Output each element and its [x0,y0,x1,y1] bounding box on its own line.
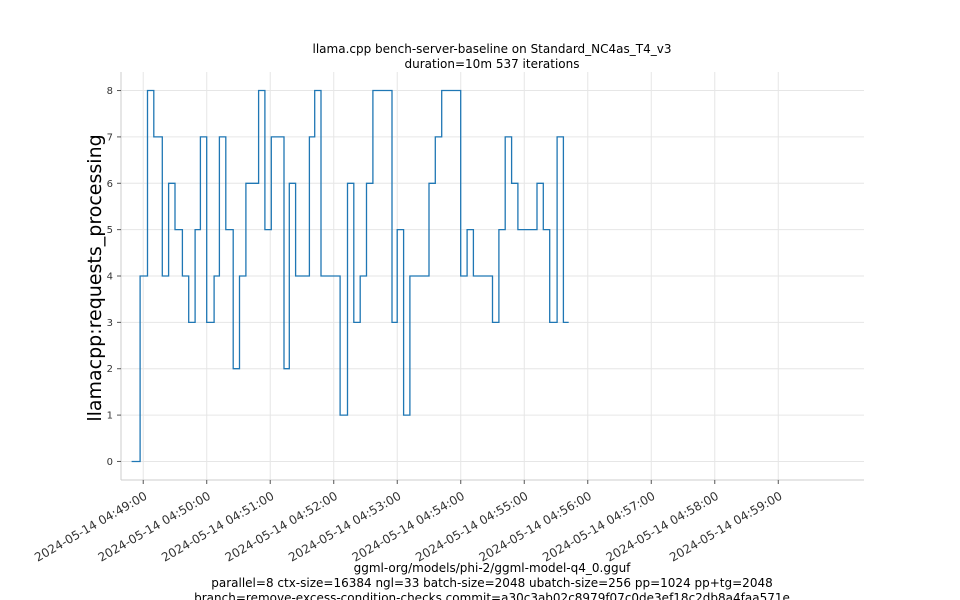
y-tick-label: 7 [107,132,113,143]
y-tick-label: 8 [107,86,113,97]
y-tick-label: 6 [107,179,113,190]
x-tick-label: 2024-05-14 04:52:00 [223,489,340,565]
y-tick-label: 0 [107,457,113,468]
chart-title: llama.cpp bench-server-baseline on Stand… [313,42,672,56]
x-tick-label: 2024-05-14 04:59:00 [667,489,784,565]
series-layer [131,89,569,463]
y-tick-label: 1 [107,411,113,422]
x-tick-label: 2024-05-14 04:51:00 [159,489,276,565]
x-tick-label: 2024-05-14 04:57:00 [540,489,657,565]
y-ticks: 0 1 2 3 4 5 6 7 8 [107,86,121,468]
y-tick-label: 2 [107,364,113,375]
chart-subtitle: duration=10m 537 iterations [405,57,580,71]
x-tick-label: 2024-05-14 04:49:00 [32,489,149,565]
series-line [131,89,569,463]
x-axis-label-line-1: ggml-org/models/phi-2/ggml-model-q4_0.gg… [354,561,632,575]
y-axis-label: llamacpp:requests_processing [84,134,106,421]
x-tick-label: 2024-05-14 04:58:00 [604,489,721,565]
y-tick-label: 4 [107,272,113,283]
x-tick-label: 2024-05-14 04:55:00 [413,489,530,565]
y-tick-label: 3 [107,318,113,329]
x-tick-label: 2024-05-14 04:53:00 [286,489,403,565]
x-tick-label: 2024-05-14 04:54:00 [350,489,467,565]
y-tick-label: 5 [107,225,113,236]
x-axis-label-line-2: parallel=8 ctx-size=16384 ngl=33 batch-s… [211,576,772,590]
x-tick-label: 2024-05-14 04:56:00 [477,489,594,565]
x-axis-label-line-3: branch=remove-excess-condition-checks co… [194,591,790,600]
x-tick-label: 2024-05-14 04:50:00 [96,489,213,565]
